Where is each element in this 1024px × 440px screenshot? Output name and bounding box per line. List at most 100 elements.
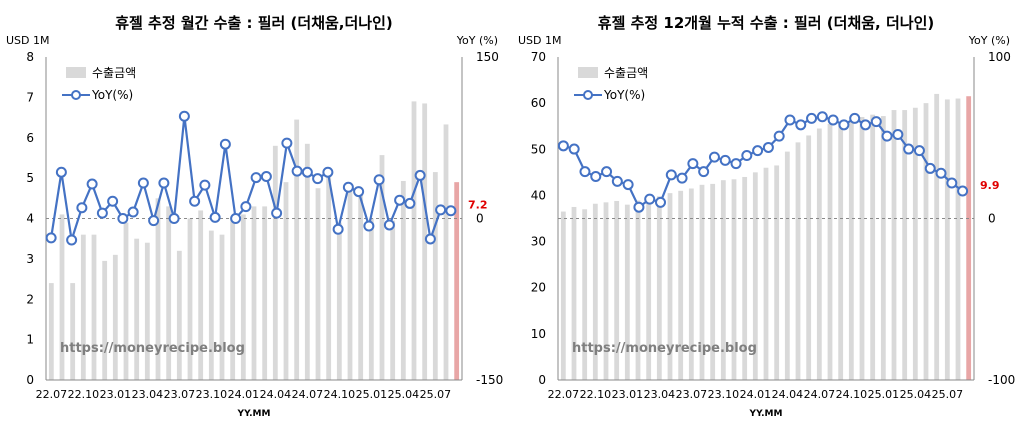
yoy-point	[762, 141, 774, 153]
yoy-point	[383, 219, 395, 231]
x-tick-label: 25.04	[388, 388, 420, 401]
bar	[635, 200, 641, 380]
right-axis-tick: 0	[476, 212, 484, 226]
yoy-point	[322, 166, 334, 178]
left-axis-tick: 20	[531, 281, 546, 295]
cumulative-export-chart: 휴젤 추정 12개월 누적 수출 : 필러 (더채움, 더나인) USD 1M Yo…	[518, 14, 1015, 419]
left-axis-tick: 0	[538, 373, 546, 387]
legend-label-bar: 수출금액	[92, 66, 136, 80]
bar	[710, 183, 716, 380]
yoy-point	[127, 206, 139, 218]
monthly-export-chart: 휴젤 추정 월간 수출 : 필러 (더채움,더나인) USD 1M YoY (%) 0…	[6, 14, 503, 419]
left-axis-tick: 8	[26, 50, 34, 64]
bar	[422, 103, 428, 381]
yoy-point	[363, 220, 375, 232]
bar	[571, 206, 577, 380]
bar	[390, 220, 396, 380]
x-tick-label: 25.07	[420, 388, 452, 401]
yoy-point	[404, 197, 416, 209]
left-axis-tick: 7	[26, 90, 34, 104]
bar	[304, 143, 310, 380]
bar	[731, 179, 737, 380]
bar	[934, 93, 940, 381]
yoy-point	[414, 169, 426, 181]
bar	[272, 145, 278, 380]
yoy-point	[301, 166, 313, 178]
bar	[848, 121, 854, 380]
left-axis-tick: 3	[26, 252, 34, 266]
left-axis-tick: 30	[531, 235, 546, 249]
bar	[80, 234, 86, 380]
x-tick-label: 24.10	[836, 388, 868, 401]
bar	[336, 222, 342, 380]
right-axis-tick: 100	[988, 50, 1011, 64]
right-axis-tick: 0	[988, 212, 996, 226]
yoy-point	[424, 233, 436, 245]
yoy-point	[838, 119, 850, 131]
x-tick-label: 22.07	[548, 388, 580, 401]
yoy-point	[687, 158, 699, 170]
yoy-point	[795, 119, 807, 131]
bar	[379, 155, 385, 380]
x-tick-label: 25.04	[900, 388, 932, 401]
watermark: https://moneyrecipe.blog	[572, 341, 757, 356]
bar	[699, 184, 705, 380]
bar	[742, 176, 748, 380]
yoy-point	[373, 174, 385, 186]
x-tick-label: 22.07	[36, 388, 68, 401]
bar	[891, 110, 897, 381]
x-tick-label: 24.10	[324, 388, 356, 401]
yoy-point	[168, 213, 180, 224]
left-axis-tick: 40	[531, 188, 546, 202]
bar	[624, 204, 630, 380]
legend-swatch-bar	[578, 67, 598, 78]
yoy-point	[55, 166, 67, 178]
yoy-point	[590, 171, 602, 183]
left-axis-unit: USD 1M	[518, 34, 562, 47]
yoy-point	[849, 112, 861, 124]
yoy-point	[137, 177, 149, 189]
bar	[966, 96, 972, 380]
bar	[251, 206, 257, 380]
bar	[219, 234, 225, 380]
bar	[134, 238, 140, 380]
bar	[59, 214, 65, 380]
bar	[870, 114, 876, 380]
left-axis-tick: 2	[26, 292, 34, 306]
bar	[656, 196, 662, 380]
bar	[432, 172, 438, 380]
x-tick-label: 24.04	[772, 388, 804, 401]
bar	[912, 107, 918, 380]
x-tick-label: 24.07	[292, 388, 324, 401]
legend-label-line: YoY(%)	[91, 88, 133, 102]
x-tick-label: 25.07	[932, 388, 964, 401]
yoy-point	[730, 158, 742, 170]
bar	[603, 202, 609, 380]
bar	[347, 186, 353, 380]
yoy-point	[957, 185, 969, 197]
bar	[262, 206, 268, 380]
x-tick-label: 25.01	[868, 388, 900, 401]
bar	[838, 123, 844, 381]
yoy-point	[892, 129, 904, 141]
legend-swatch-marker	[71, 90, 81, 100]
bar	[944, 99, 950, 381]
yoy-point	[913, 145, 925, 157]
yoy-point	[158, 177, 170, 189]
yoy-point	[806, 112, 818, 124]
bar	[646, 197, 652, 380]
yoy-point	[240, 201, 252, 213]
x-tick-label: 23.01	[100, 388, 132, 401]
bar	[240, 214, 246, 380]
bar	[688, 188, 694, 380]
yoy-point	[107, 195, 119, 207]
x-tick-label: 22.10	[68, 388, 100, 401]
yoy-point	[199, 179, 211, 191]
bar	[166, 206, 172, 380]
yoy-point	[622, 179, 634, 191]
bar	[198, 210, 204, 380]
left-axis-tick: 50	[531, 142, 546, 156]
x-tick-label: 23.10	[196, 388, 228, 401]
chart-title: 휴젤 추정 월간 수출 : 필러 (더채움,더나인)	[115, 14, 393, 32]
bar	[70, 283, 76, 380]
